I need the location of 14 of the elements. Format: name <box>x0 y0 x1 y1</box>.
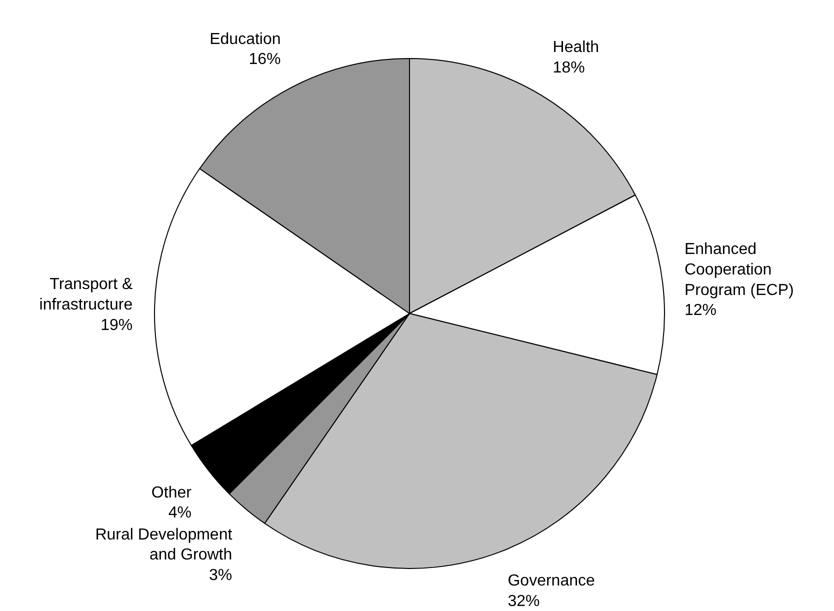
slice-label: Transport & infrastructure <box>39 276 133 314</box>
data-label: 12% <box>684 302 717 320</box>
slice-label: Governance <box>508 572 595 590</box>
data-label: 18% <box>552 59 585 76</box>
data-label: 32% <box>508 592 540 610</box>
slice-label: Health <box>552 39 600 56</box>
slice-label: Enhanced Cooperation Program (ECP) <box>684 241 794 299</box>
data-label: 4% <box>168 504 192 522</box>
data-label: 19% <box>100 317 133 334</box>
slice-label: Rural Development and Growth <box>95 526 233 564</box>
data-label: 3% <box>209 567 232 584</box>
data-label: 16% <box>248 51 281 68</box>
slice-label: Education <box>210 30 281 48</box>
slice-label: Other <box>151 484 192 502</box>
